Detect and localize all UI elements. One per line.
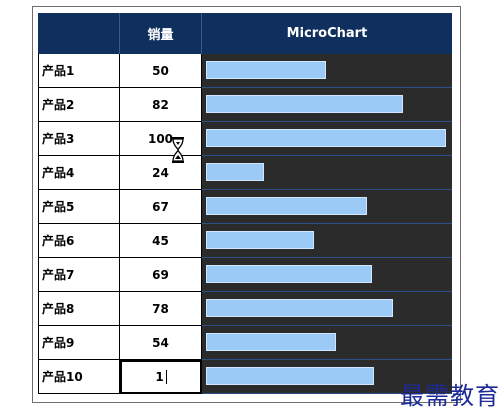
table-row: 产品3 100 [38,122,452,156]
product-name-cell[interactable]: 产品2 [38,88,120,122]
product-name-cell[interactable]: 产品5 [38,190,120,224]
microchart-bar [206,265,372,283]
microchart-cell[interactable] [202,258,452,292]
microchart-bar [206,197,367,215]
header-sales-cell[interactable]: 销量 [120,13,202,54]
sales-value-cell[interactable]: 69 [120,258,202,292]
microchart-bar [206,367,374,385]
product-name-cell[interactable]: 产品6 [38,224,120,258]
product-name-cell[interactable]: 产品1 [38,54,120,88]
microchart-cell[interactable] [202,156,452,190]
text-caret [165,370,167,384]
sales-value-cell[interactable]: 78 [120,292,202,326]
microchart-bar [206,299,394,317]
sales-value: 100 [147,131,174,146]
microchart-bar [206,163,264,181]
table-row: 产品7 69 [38,258,452,292]
table-row: 产品1 50 [38,54,452,88]
hourglass-icon [172,137,184,163]
sales-value: 50 [152,63,169,78]
table-row: 产品4 24 [38,156,452,190]
microchart-cell[interactable] [202,88,452,122]
microchart-bar [206,333,336,351]
sales-value: 82 [152,97,169,112]
sales-value-cell[interactable]: 100 [120,122,202,156]
sales-value-cell[interactable]: 50 [120,54,202,88]
microchart-cell[interactable] [202,360,452,394]
header-microchart-cell[interactable]: MicroChart [202,13,452,54]
microchart-bar [206,95,403,113]
watermark-logo: 最需教育 [400,382,500,410]
microchart-cell[interactable] [202,224,452,258]
sales-value: 1 [155,370,164,384]
product-name-cell[interactable]: 产品9 [38,326,120,360]
table-row: 产品5 67 [38,190,452,224]
product-name-cell[interactable]: 产品10 [38,360,120,394]
header-sales-label: 销量 [147,28,174,43]
microchart-cell[interactable] [202,54,452,88]
microchart-cell[interactable] [202,190,452,224]
sales-value: 67 [152,199,169,214]
spreadsheet-grid: 销量 MicroChart 产品1 50 产品2 82 产品3 100 产品4 24 产品5 67… [38,13,452,400]
header-microchart-label: MicroChart [286,26,368,41]
table-row: 产品10 1 [38,360,452,394]
microchart-cell[interactable] [202,122,452,156]
table-row: 产品9 54 [38,326,452,360]
product-name-cell[interactable]: 产品7 [38,258,120,292]
sales-value-cell[interactable]: 1 [120,360,202,394]
table-row: 产品8 78 [38,292,452,326]
sales-value-cell[interactable]: 67 [120,190,202,224]
sales-value: 69 [152,267,169,282]
sales-value: 45 [152,233,169,248]
sales-value: 24 [152,165,169,180]
sales-value-cell[interactable]: 24 [120,156,202,190]
microchart-bar [206,231,314,249]
product-name-cell[interactable]: 产品8 [38,292,120,326]
sales-value-cell[interactable]: 82 [120,88,202,122]
table-row: 产品6 45 [38,224,452,258]
table-row: 产品2 82 [38,88,452,122]
microchart-bar [206,61,326,79]
sales-value: 78 [152,301,169,316]
sales-value: 54 [152,335,169,350]
microchart-cell[interactable] [202,292,452,326]
product-name-cell[interactable]: 产品4 [38,156,120,190]
microchart-cell[interactable] [202,326,452,360]
sales-value-cell[interactable]: 45 [120,224,202,258]
sales-value-cell[interactable]: 54 [120,326,202,360]
product-name-cell[interactable]: 产品3 [38,122,120,156]
microchart-bar [206,129,446,147]
table-body: 产品1 50 产品2 82 产品3 100 产品4 24 产品5 67 产品6 45 产品7 69 产品8 7… [38,54,452,394]
header-name-cell[interactable] [38,13,120,54]
